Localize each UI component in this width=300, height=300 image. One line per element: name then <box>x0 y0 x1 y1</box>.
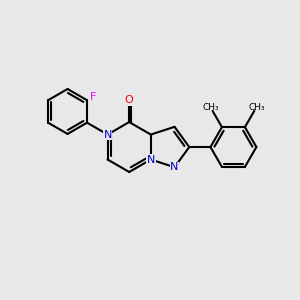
Text: N: N <box>147 154 155 164</box>
Text: CH₃: CH₃ <box>248 103 265 112</box>
Text: N: N <box>170 162 179 172</box>
Text: F: F <box>90 92 96 102</box>
Text: CH₃: CH₃ <box>202 103 219 112</box>
Text: O: O <box>125 95 134 105</box>
Text: N: N <box>103 130 112 140</box>
